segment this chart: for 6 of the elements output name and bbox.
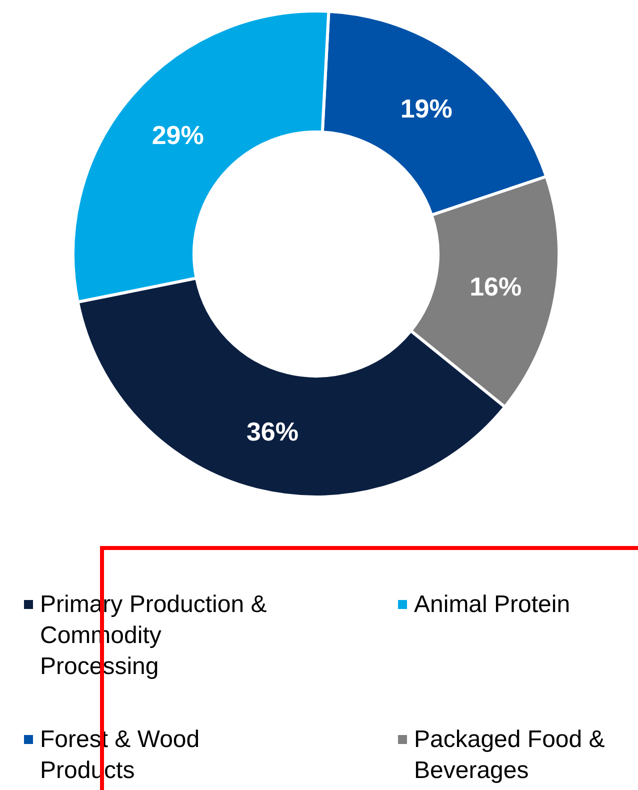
data-label: 19% bbox=[400, 94, 452, 124]
legend-label: Packaged Food & Beverages bbox=[414, 726, 605, 784]
legend-label: Animal Protein bbox=[414, 591, 570, 618]
data-label: 16% bbox=[470, 271, 522, 302]
data-label: 29% bbox=[152, 120, 204, 150]
data-label: 36% bbox=[246, 416, 298, 446]
